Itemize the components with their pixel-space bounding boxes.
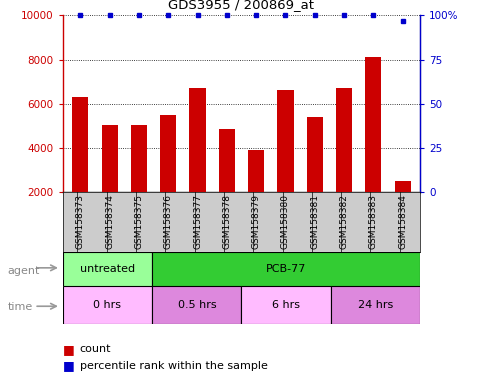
Text: PCB-77: PCB-77	[266, 264, 306, 274]
Text: GSM158375: GSM158375	[134, 194, 143, 249]
Text: 0.5 hrs: 0.5 hrs	[178, 300, 216, 310]
Text: GSM158382: GSM158382	[340, 194, 349, 249]
Text: ■: ■	[63, 359, 74, 372]
Text: count: count	[80, 344, 111, 354]
Text: GSM158374: GSM158374	[105, 194, 114, 249]
Bar	[189, 88, 206, 236]
Text: GSM158379: GSM158379	[252, 194, 261, 249]
Text: GSM158380: GSM158380	[281, 194, 290, 249]
Bar	[365, 57, 382, 236]
Bar	[63, 252, 152, 286]
Bar	[331, 286, 420, 324]
Bar	[242, 286, 331, 324]
Bar	[160, 115, 176, 236]
Text: 24 hrs: 24 hrs	[358, 300, 393, 310]
Bar	[395, 181, 411, 236]
Bar	[219, 129, 235, 236]
Bar	[336, 88, 352, 236]
Text: GSM158383: GSM158383	[369, 194, 378, 249]
Bar	[307, 117, 323, 236]
Bar	[131, 125, 147, 236]
Text: percentile rank within the sample: percentile rank within the sample	[80, 361, 268, 371]
Bar	[63, 286, 152, 324]
Bar	[277, 91, 294, 236]
Bar	[248, 150, 264, 236]
Text: GSM158373: GSM158373	[76, 194, 85, 249]
Bar	[152, 286, 242, 324]
Text: GSM158376: GSM158376	[164, 194, 173, 249]
Text: GSM158384: GSM158384	[398, 194, 407, 249]
Title: GDS3955 / 200869_at: GDS3955 / 200869_at	[169, 0, 314, 12]
Text: 0 hrs: 0 hrs	[94, 300, 121, 310]
Text: time: time	[7, 302, 32, 312]
Bar	[152, 252, 420, 286]
Text: untreated: untreated	[80, 264, 135, 274]
Bar	[101, 125, 118, 236]
Text: GSM158378: GSM158378	[222, 194, 231, 249]
Text: ■: ■	[63, 343, 74, 356]
Text: 6 hrs: 6 hrs	[272, 300, 300, 310]
Text: GSM158381: GSM158381	[310, 194, 319, 249]
Bar	[72, 97, 88, 236]
Text: GSM158377: GSM158377	[193, 194, 202, 249]
Text: agent: agent	[7, 266, 40, 276]
